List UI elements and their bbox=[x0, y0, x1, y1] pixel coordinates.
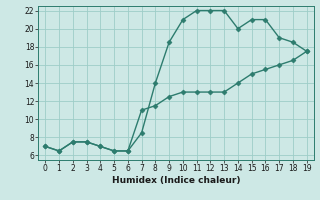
X-axis label: Humidex (Indice chaleur): Humidex (Indice chaleur) bbox=[112, 176, 240, 185]
